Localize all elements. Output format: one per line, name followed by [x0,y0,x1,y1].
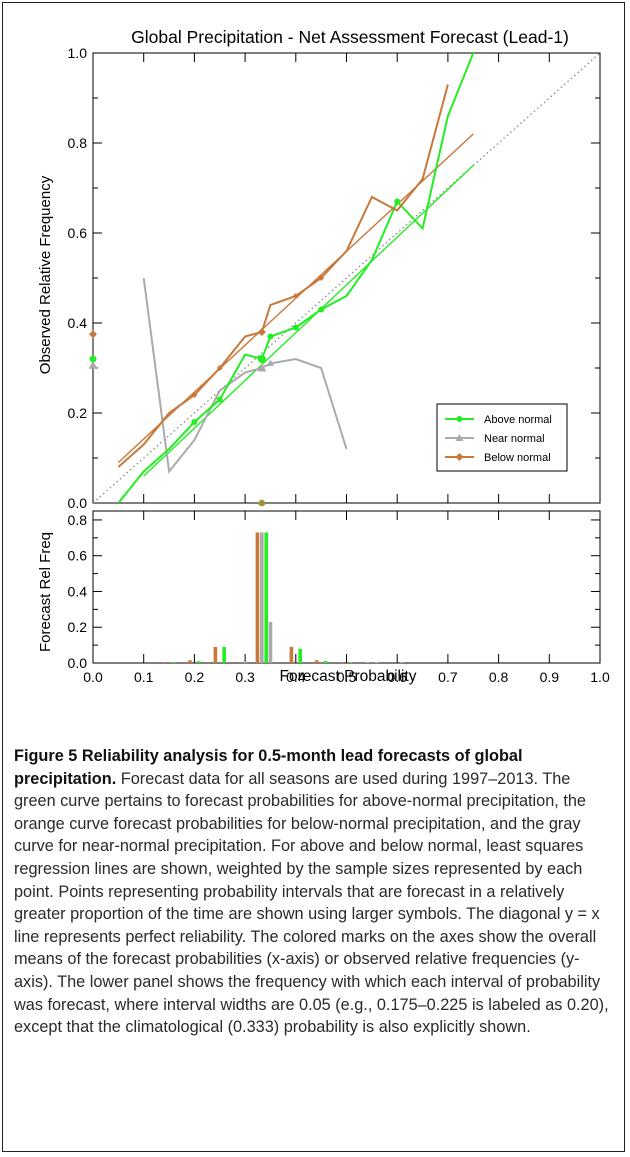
data-point-below [257,328,266,336]
legend-label-below: Below normal [484,452,551,464]
legend-label-near: Near normal [484,433,545,445]
frequency-bar [260,532,264,663]
frequency-bar [314,660,319,663]
frequency-bar [349,662,353,663]
bottom-plot-frame [92,510,601,664]
frequency-bar [340,662,344,663]
frequency-bar [323,660,328,663]
data-point-above [318,306,325,313]
axis-mean-below-y [89,330,97,339]
frequency-bar [162,662,167,663]
bottom-y-tick-label: 0.6 [68,548,88,564]
x-tick-label: 0.8 [489,669,509,685]
x-tick-label: 0.1 [134,669,154,685]
top-y-tick-label: 0.6 [68,225,88,241]
top-y-tick-label: 1.0 [68,45,88,61]
x-tick-label: 1.0 [590,669,610,685]
bottom-y-tick-label: 0.8 [68,512,88,528]
top-y-tick-label: 0.8 [68,135,88,151]
axis-mean-above-y [89,355,97,363]
caption-label: Figure 5 Reliability analysis for 0.5-mo… [14,747,523,788]
series-line-above [117,53,475,503]
x-tick-label: 0.3 [235,669,255,685]
axis-mean-near-y [88,360,98,369]
x-tick-label: 0.0 [83,669,103,685]
bottom-y-tick-label: 0.0 [68,655,88,671]
legend-item-below: Below normal [445,452,551,464]
data-point-below [191,392,198,398]
perfect-reliability-line [93,53,600,503]
bottom-y-tick-label: 0.4 [68,583,88,599]
x-tick-label: 0.4 [286,669,306,685]
frequency-panel: 0.0 0.2 0.4 0.6 0.8 0.0 0.1 0.2 0.3 0.4 0.5 0.6 0.7 0… [68,510,610,685]
data-point-above [257,355,266,363]
reliability-panel: 0.0 0.2 0.4 0.6 0.8 1.0 [68,45,601,511]
data-point-below [216,365,223,371]
legend-marker-near [455,434,464,441]
caption-text: Forecast data for all seasons are used d… [14,769,609,1037]
bottom-y-tick-label: 0.2 [68,619,88,635]
legend-item-above: Above normal [445,414,552,426]
x-tick-label: 0.9 [540,669,560,685]
series-line-below [117,84,449,468]
regression-line-above [143,164,474,477]
frequency-bar [213,646,218,663]
data-point-below [318,275,325,281]
data-point-below [292,293,299,299]
top-y-tick-label: 0.4 [68,315,88,331]
top-y-tick-label: 0.2 [68,405,88,421]
data-point-near [266,359,274,366]
x-tick-label: 0.7 [438,669,458,685]
frequency-bar [222,646,226,663]
x-tick-label: 0.6 [387,669,407,685]
reliability-figure: Global Precipitation - Net Assessment Fo… [37,27,610,685]
figure-caption: Figure 5 Reliability analysis for 0.5-mo… [14,745,614,1039]
legend-label-above: Above normal [484,414,552,426]
frequency-bar [268,621,273,663]
top-y-tick-label: 0.0 [68,495,88,511]
frequency-bar [197,661,201,663]
data-point-above [216,396,223,403]
data-point-above [292,324,299,331]
data-point-above [267,333,274,340]
axis-mean-below-x [258,499,266,507]
data-point-near [257,363,267,372]
frequency-bar [264,532,269,663]
frequency-bar [289,646,294,663]
legend-marker-above [456,416,463,422]
frequency-bar [255,532,260,663]
x-tick-label: 0.2 [185,669,205,685]
top-y-axis-label: Observed Relative Frequency [37,175,54,374]
data-point-above [191,419,198,425]
data-point-above [394,198,401,205]
bottom-y-axis-label: Forecast Rel Freq [37,532,54,652]
legend: Above normal Near normal Below normal [436,403,568,472]
x-tick-label: 0.5 [337,669,357,685]
legend-marker-below [455,453,464,461]
x-axis-label: Forecast Probability [280,668,417,685]
series-line-near [142,277,348,474]
chart-title: Global Precipitation - Net Assessment Fo… [131,27,569,47]
frequency-bar [243,661,247,663]
top-plot-area [93,53,600,503]
frequency-bar [171,662,176,663]
legend-item-near: Near normal [445,433,545,445]
frequency-bar [298,648,302,663]
frequency-bar [188,660,192,663]
